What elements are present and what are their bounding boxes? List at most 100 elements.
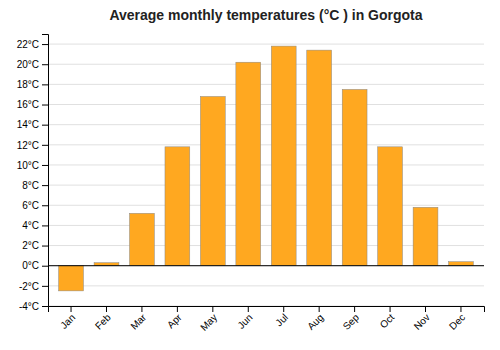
x-axis: Jan Feb Mar Apr May Jun Jul Aug Sep Oct Nov Dec [49, 306, 485, 333]
x-tick-mark [283, 306, 284, 312]
x-tick-mark [248, 306, 249, 312]
title: Average monthly temperatures (°C ) in Go… [109, 7, 422, 23]
y-tick-mark [42, 306, 48, 307]
y-tick-mark [42, 246, 48, 247]
grid-line [48, 164, 484, 165]
x-tick-label: Jan [58, 312, 77, 331]
y-tick: 2°C [22, 240, 48, 251]
x-tick-label: Mar [128, 311, 148, 331]
x-tick-mark [460, 306, 461, 312]
bar [165, 147, 190, 266]
bar [413, 207, 438, 265]
grid-line [48, 205, 484, 206]
y-tick-label: 16°C [17, 99, 39, 110]
x-tick-label: Feb [93, 311, 113, 331]
grid-line [48, 144, 484, 145]
x-tick-label: Jun [235, 312, 254, 331]
x-tick: Nov [412, 306, 432, 332]
grid-line [48, 84, 484, 85]
y-tick-mark [42, 185, 48, 186]
y-tick: 6°C [22, 200, 48, 211]
y-tick-label: -4°C [19, 301, 39, 312]
y-axis: -4°C -2°C 0°C 2°C 4°C 6°C 8°C 10°C 12°C 14°C 16°C 1… [17, 35, 49, 312]
x-tick-label: Sep [341, 311, 362, 332]
x-tick: May [198, 306, 219, 333]
plot: -4°C -2°C 0°C 2°C 4°C 6°C 8°C 10°C 12°C 14°C 16°C 1… [17, 35, 485, 333]
x-tick-label: Aug [305, 312, 325, 332]
bar [59, 266, 84, 291]
y-tick: -4°C [19, 301, 48, 312]
y-tick: 8°C [22, 180, 48, 191]
y-tick: 4°C [22, 220, 48, 231]
bar [271, 46, 296, 266]
y-tick-mark [42, 125, 48, 126]
chart-container: -4°C -2°C 0°C 2°C 4°C 6°C 8°C 10°C 12°C 14°C 16°C 1… [0, 0, 500, 350]
y-tick-mark [42, 286, 48, 287]
x-tick-label: Jul [273, 312, 290, 329]
y-axis-line [42, 35, 49, 307]
y-tick-label: 22°C [17, 39, 39, 50]
x-tick: Jul [273, 306, 290, 328]
y-tick-label: 12°C [17, 140, 39, 151]
grid-line [48, 265, 484, 266]
x-tick-mark [177, 306, 178, 312]
bar [449, 262, 474, 266]
grid [48, 44, 484, 306]
x-tick: Jun [235, 306, 254, 331]
x-tick: Aug [305, 306, 325, 332]
y-tick: 22°C [17, 39, 48, 50]
y-tick: 18°C [17, 79, 48, 90]
x-tick: Apr [165, 306, 184, 330]
bar [200, 96, 225, 265]
y-tick-label: 6°C [22, 200, 39, 211]
y-tick-mark [42, 44, 48, 45]
x-tick-mark [425, 306, 426, 312]
bar [236, 62, 261, 265]
bar [342, 89, 367, 265]
x-tick-mark [319, 306, 320, 312]
x-tick: Oct [378, 306, 397, 330]
x-tick: Dec [447, 306, 467, 332]
grid-line [48, 285, 484, 286]
chart-svg: -4°C -2°C 0°C 2°C 4°C 6°C 8°C 10°C 12°C 14°C 16°C 1… [0, 0, 500, 350]
y-tick-mark [42, 64, 48, 65]
y-tick-mark [42, 205, 48, 206]
y-tick-label: 14°C [17, 119, 39, 130]
x-tick-mark [354, 306, 355, 312]
y-tick-label: 10°C [17, 160, 39, 171]
y-tick-label: 0°C [22, 260, 39, 271]
x-tick-label: May [198, 312, 219, 333]
x-tick-label: Apr [165, 311, 184, 330]
x-tick-mark [212, 306, 213, 312]
y-tick: 14°C [17, 119, 48, 130]
bar [130, 213, 155, 265]
y-tick: -2°C [19, 281, 48, 292]
grid-line [48, 64, 484, 65]
y-tick-mark [42, 225, 48, 226]
grid-line [48, 104, 484, 105]
y-tick-label: 18°C [17, 79, 39, 90]
y-tick: 12°C [17, 140, 48, 151]
x-tick-mark [71, 306, 72, 312]
y-tick: 16°C [17, 99, 48, 110]
y-tick-mark [42, 165, 48, 166]
x-tick-label: Oct [378, 312, 397, 331]
y-tick-label: 8°C [22, 180, 39, 191]
y-tick: 20°C [17, 59, 48, 70]
y-tick-mark [42, 105, 48, 106]
y-tick-label: -2°C [19, 281, 39, 292]
y-tick-label: 2°C [22, 240, 39, 251]
y-tick-mark [42, 84, 48, 85]
y-tick: 10°C [17, 160, 48, 171]
zero-line [48, 265, 484, 266]
y-tick: 0°C [22, 260, 48, 271]
y-tick-mark [42, 266, 48, 267]
x-tick-mark [106, 306, 107, 312]
x-tick: Sep [341, 306, 362, 332]
y-tick-mark [42, 145, 48, 146]
x-tick: Feb [93, 306, 113, 332]
bar [307, 50, 332, 266]
y-tick-label: 4°C [22, 220, 39, 231]
grid-line [48, 124, 484, 125]
grid-line [48, 44, 484, 45]
